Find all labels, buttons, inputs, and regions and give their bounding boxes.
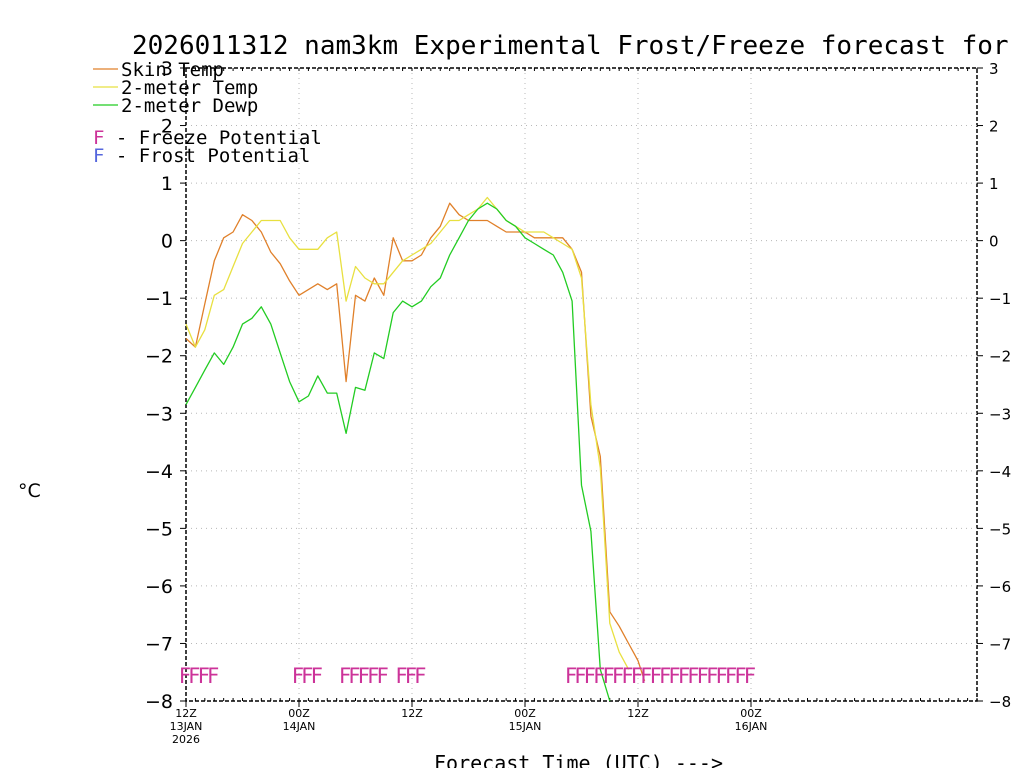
x-axis-label: Forecast Time (UTC) ---> [434,751,723,768]
freeze-flag: F [358,664,370,688]
freeze-flag: F [367,664,379,688]
freeze-flag: F [678,664,690,688]
y-tick-label: −5 [145,518,173,540]
freeze-flag: F [292,664,304,688]
series-line-skin-temp [185,202,646,682]
freeze-flag: F [688,664,700,688]
freeze-flag: F [584,664,596,688]
freeze-flag: F [650,664,662,688]
freeze-flag: F [349,664,361,688]
potential-letter: F [93,145,104,167]
y-tick-label: 3 [161,58,173,80]
y-tick-label: −4 [145,461,173,483]
freeze-flag: F [339,664,351,688]
axes: 3 3 2 2 1 1 0 0 −1 −1 −2 −2 −3 −3 −4 −4 −5 −5 −6 −6 −7 −7 −8 −8… [145,58,1011,746]
freeze-flag: F [603,664,615,688]
potential-legend-item: F - Freeze Potential [93,127,322,149]
freeze-flag: F [414,664,426,688]
x-tick-label: 00Z [740,707,762,720]
x-tick-year: 2026 [172,733,200,746]
y-tick-label: −7 [145,633,173,655]
freeze-flag: F [716,664,728,688]
y-tick-label-right: −3 [989,405,1011,423]
y-tick-label: −3 [145,403,173,425]
y-axis-label: °C [18,480,41,502]
freeze-flag: F [188,664,200,688]
y-tick-label: −1 [145,288,173,310]
x-tick-label: 00Z [288,707,310,720]
y-tick-label: 0 [161,231,173,253]
potential-legend-item: F - Frost Potential [93,145,310,167]
freeze-flag: F [640,664,652,688]
legend-label: Skin Temp [121,59,224,81]
freeze-flag: F [179,664,191,688]
series-lines [185,196,646,702]
freeze-flag: F [612,664,624,688]
x-tick-label: 12Z [627,707,649,720]
x-tick-date: 16JAN [735,720,768,733]
y-tick-label: 1 [161,173,173,195]
freeze-flag: F [631,664,643,688]
y-tick-label-right: −4 [989,463,1011,481]
freeze-flag: F [198,664,210,688]
x-tick-date: 15JAN [509,720,542,733]
freeze-flag: F [377,664,389,688]
freeze-flag: F [311,664,323,688]
freeze-flag: F [207,664,219,688]
potential-letter: F [93,127,104,149]
freeze-flag: F [706,664,718,688]
freeze-flag: F [593,664,605,688]
y-tick-label: 2 [161,116,173,138]
freeze-flag: F [725,664,737,688]
freeze-flag: F [396,664,408,688]
legend-label: 2-meter Dewp [121,95,258,117]
y-tick-label: −8 [145,691,173,713]
y-tick-label-right: 1 [989,175,999,193]
grid-lines [186,68,977,701]
freeze-flag: F [697,664,709,688]
y-tick-label-right: 3 [989,60,999,78]
y-tick-label-right: 0 [989,233,999,251]
y-tick-label-right: 2 [989,118,999,136]
y-tick-label-right: −1 [989,290,1011,308]
potential-text: - Freeze Potential [104,127,321,149]
y-tick-label: −2 [145,346,173,368]
legend-label: 2-meter Temp [121,77,258,99]
x-tick-label: 00Z [514,707,536,720]
y-tick-label-right: −5 [989,520,1011,538]
x-tick-date: 14JAN [283,720,316,733]
freeze-flag: F [575,664,587,688]
series-line-2-meter-temp [185,196,630,670]
freeze-flag: F [669,664,681,688]
y-tick-label-right: −8 [989,693,1011,711]
freeze-flag: F [744,664,756,688]
x-tick-label: 12Z [175,707,197,720]
freeze-flag: F [622,664,634,688]
freeze-flag: F [659,664,671,688]
freeze-flag: F [405,664,417,688]
y-tick-label-right: −7 [989,635,1011,653]
x-tick-label: 12Z [401,707,423,720]
series-line-2-meter-dewp [185,202,611,702]
y-tick-label: −6 [145,576,173,598]
y-tick-label-right: −6 [989,578,1011,596]
freeze-flag: F [301,664,313,688]
freeze-flag: F [565,664,577,688]
x-tick-date: 13JAN [170,720,203,733]
y-tick-label-right: −2 [989,348,1011,366]
potential-text: - Frost Potential [104,145,310,167]
freeze-flag: F [735,664,747,688]
chart-title: 2026011312 nam3km Experimental Frost/Fre… [132,31,1024,61]
